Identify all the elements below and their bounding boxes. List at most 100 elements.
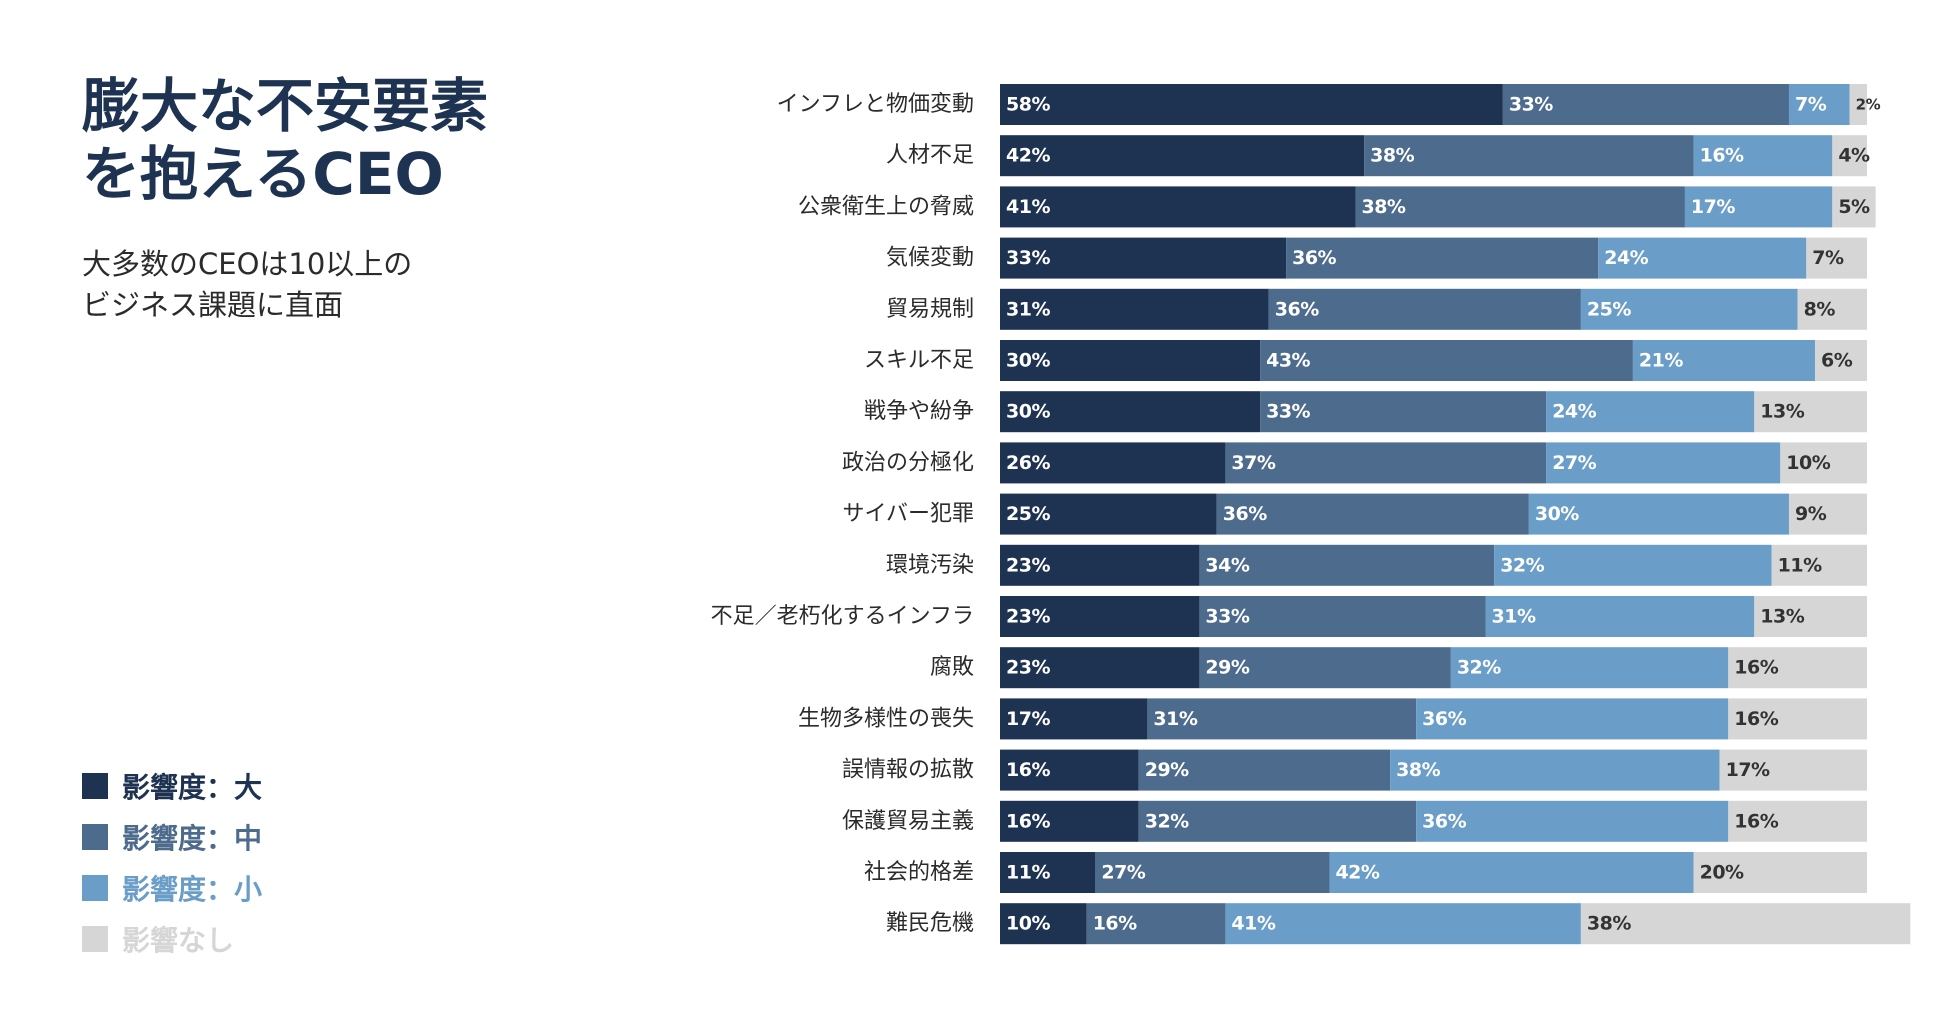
bar-segment (1216, 493, 1529, 535)
category-label: 難民危機 (886, 911, 974, 936)
data-label: 23% (1006, 606, 1050, 628)
bar-segment (1693, 852, 1867, 893)
data-label: 41% (1006, 196, 1050, 218)
bar-segment (1000, 288, 1269, 330)
category-label: 貿易規制 (886, 297, 974, 322)
bar-segment (1728, 698, 1867, 740)
data-label: 30% (1535, 503, 1579, 525)
category-label: 公衆衛生上の脅威 (798, 194, 974, 219)
category-label: 腐敗 (930, 655, 974, 680)
data-label: 29% (1145, 759, 1189, 781)
bar-segment (1000, 596, 1200, 637)
data-label: 17% (1006, 708, 1050, 730)
title-line-1: 膨大な不安要素 (82, 72, 489, 140)
category-label: 生物多様性の喪失 (798, 706, 974, 731)
bar-segment (1095, 852, 1330, 893)
bar-segment (1806, 237, 1867, 279)
bar-segment (1329, 852, 1694, 893)
bar-segment (1632, 340, 1815, 381)
category-label: 戦争や紛争 (864, 399, 974, 424)
data-label: 7% (1795, 94, 1827, 116)
data-label: 11% (1778, 554, 1822, 576)
data-label: 13% (1760, 606, 1804, 628)
category-label: 人材不足 (886, 143, 974, 168)
data-label: 16% (1734, 708, 1778, 730)
bar-segment (1416, 698, 1729, 740)
data-label: 36% (1223, 503, 1267, 525)
data-label: 16% (1006, 759, 1050, 781)
bar-segment (1225, 442, 1547, 484)
data-label: 16% (1093, 913, 1137, 935)
legend-item-none: 影響なし (82, 913, 262, 964)
bar-segment (1849, 84, 1867, 125)
bar-segment (1416, 800, 1729, 842)
subtitle: 大多数のCEOは10以上の ビジネス課題に直面 (82, 244, 642, 326)
bar-segment (1225, 903, 1581, 945)
data-label: 33% (1006, 247, 1050, 269)
bar-segment (1693, 135, 1833, 177)
legend-label-small: 影響度：小 (122, 872, 263, 906)
bar-segment (1199, 596, 1486, 637)
data-label: 33% (1509, 94, 1553, 116)
category-label: インフレと物価変動 (777, 92, 974, 117)
category-label: サイバー犯罪 (842, 502, 974, 527)
data-label: 38% (1587, 913, 1631, 935)
data-label: 5% (1838, 196, 1870, 218)
category-label: スキル不足 (864, 348, 974, 373)
category-label: 保護貿易主義 (842, 809, 974, 834)
bar-segment (1780, 442, 1867, 484)
data-label: 38% (1361, 196, 1405, 218)
bar-segment (1684, 186, 1833, 228)
data-label: 42% (1335, 862, 1379, 884)
legend-item-medium: 影響度：中 (82, 811, 262, 862)
data-label: 31% (1006, 298, 1050, 320)
bar-segment (1000, 647, 1200, 689)
data-label: 30% (1006, 401, 1050, 423)
bar-segment (1199, 544, 1495, 586)
bar-segment (1000, 340, 1261, 381)
bar-segment (1000, 800, 1139, 842)
data-label: 24% (1604, 247, 1648, 269)
legend-label-large: 影響度：大 (122, 770, 263, 804)
data-label: 23% (1006, 554, 1050, 576)
bar-segment (1390, 749, 1720, 791)
bar-segment (1000, 903, 1087, 945)
bar-segment (1580, 903, 1911, 945)
bar-segment (1268, 288, 1581, 330)
data-label: 4% (1838, 145, 1870, 167)
bar-segment (1000, 852, 1096, 893)
data-label: 24% (1552, 401, 1596, 423)
data-label: 7% (1812, 247, 1844, 269)
data-label: 26% (1006, 452, 1050, 474)
bar-segment (1728, 800, 1867, 842)
data-label: 31% (1492, 606, 1536, 628)
subtitle-line-1: 大多数のCEOは10以上の (82, 247, 413, 281)
category-label: 気候変動 (886, 246, 974, 271)
legend-label-medium: 影響度：中 (122, 821, 263, 855)
bar-segment (1199, 647, 1451, 689)
data-label: 36% (1422, 810, 1466, 832)
legend-swatch-medium (82, 823, 108, 850)
category-label: 環境汚染 (886, 553, 974, 578)
bar-segment (1832, 135, 1867, 177)
bar-segment (1546, 391, 1755, 433)
data-label: 2% (1856, 96, 1881, 114)
bar-segment (1719, 749, 1867, 791)
data-label: 17% (1726, 759, 1770, 781)
category-label: 誤情報の拡散 (842, 758, 974, 783)
bar-segment (1086, 903, 1226, 945)
bar-segment (1000, 544, 1200, 586)
bar-segment (1000, 698, 1148, 740)
legend-swatch-large (82, 772, 108, 799)
legend-item-small: 影響度：小 (82, 862, 262, 913)
data-label: 34% (1205, 554, 1249, 576)
bar-segment (1598, 237, 1807, 279)
bar-segment (1286, 237, 1599, 279)
data-label: 30% (1006, 350, 1050, 372)
data-label: 32% (1500, 554, 1544, 576)
data-label: 8% (1804, 298, 1836, 320)
data-label: 25% (1587, 298, 1631, 320)
bar-segment (1355, 186, 1685, 228)
bar-segment (1000, 135, 1365, 177)
